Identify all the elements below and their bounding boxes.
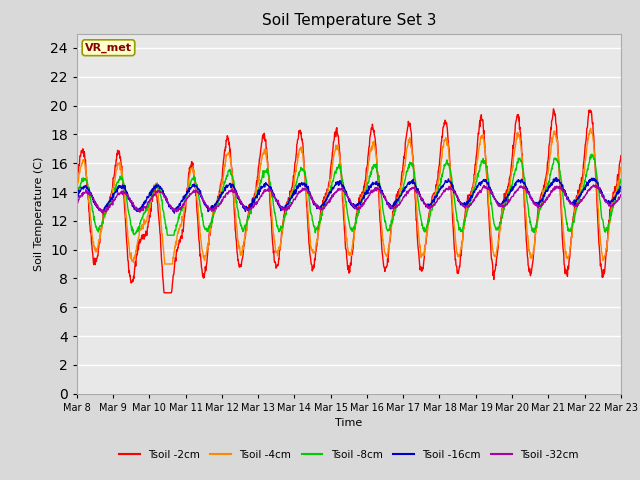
Text: VR_met: VR_met xyxy=(85,43,132,53)
X-axis label: Time: Time xyxy=(335,418,362,428)
Legend: Tsoil -2cm, Tsoil -4cm, Tsoil -8cm, Tsoil -16cm, Tsoil -32cm: Tsoil -2cm, Tsoil -4cm, Tsoil -8cm, Tsoi… xyxy=(115,445,583,464)
Y-axis label: Soil Temperature (C): Soil Temperature (C) xyxy=(35,156,44,271)
Title: Soil Temperature Set 3: Soil Temperature Set 3 xyxy=(262,13,436,28)
